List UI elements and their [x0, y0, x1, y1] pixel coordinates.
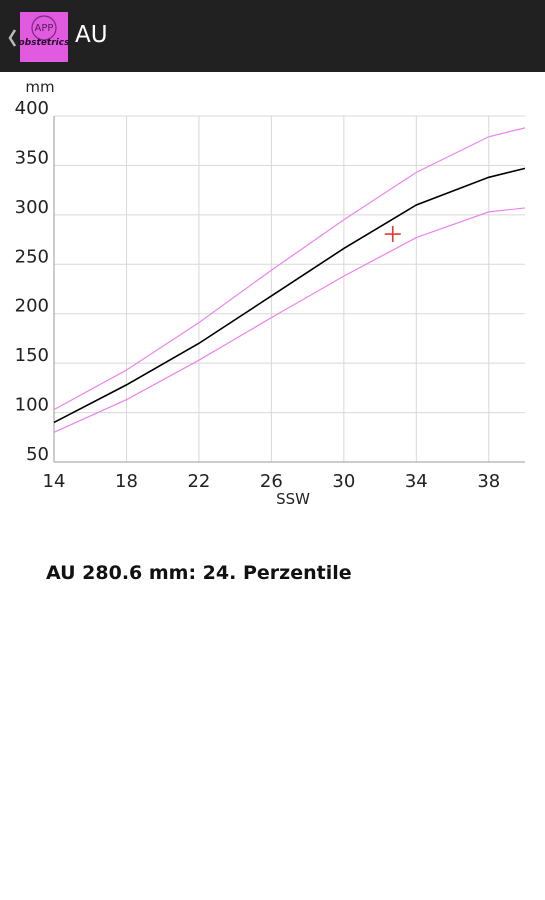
- x-tick-label: 14: [43, 471, 66, 492]
- x-axis-label: SSW: [276, 490, 310, 508]
- y-axis-label: mm: [25, 78, 54, 96]
- screen-title: AU: [75, 22, 108, 48]
- app-logo: [20, 12, 68, 62]
- y-tick-label: 200: [15, 296, 49, 317]
- y-tick-label: 250: [15, 246, 49, 267]
- curve: [53, 207, 526, 433]
- app-bar: APP obstetrics AU: [0, 0, 545, 72]
- x-tick-label: 22: [187, 471, 210, 492]
- y-tick-label: 300: [15, 197, 49, 218]
- y-tick-label: 400: [15, 98, 49, 119]
- x-tick-label: 30: [332, 471, 355, 492]
- result-text: AU 280.6 mm: 24. Perzentile: [46, 562, 352, 584]
- chart: mm SSW 50 100 150 200 250 300 350 400 14 18 22 26 30…: [15, 78, 526, 508]
- logo-bottom: obstetrics: [19, 38, 71, 48]
- y-tick-label: 100: [15, 395, 49, 416]
- curve: [53, 127, 526, 411]
- x-tick-label: 38: [477, 471, 500, 492]
- x-tick-label: 18: [115, 471, 138, 492]
- y-tick-label: 350: [15, 147, 49, 168]
- logo-circle: [31, 15, 57, 41]
- x-tick-label: 34: [405, 471, 428, 492]
- home-button[interactable]: APP obstetrics: [0, 0, 80, 72]
- logo-top: APP: [35, 23, 54, 34]
- measurement-marker: [384, 226, 401, 243]
- curve: [53, 167, 526, 424]
- y-tick-label: 50: [26, 444, 49, 465]
- x-tick-label: 26: [260, 471, 283, 492]
- back-chevron: [8, 29, 17, 47]
- y-tick-label: 150: [15, 345, 49, 366]
